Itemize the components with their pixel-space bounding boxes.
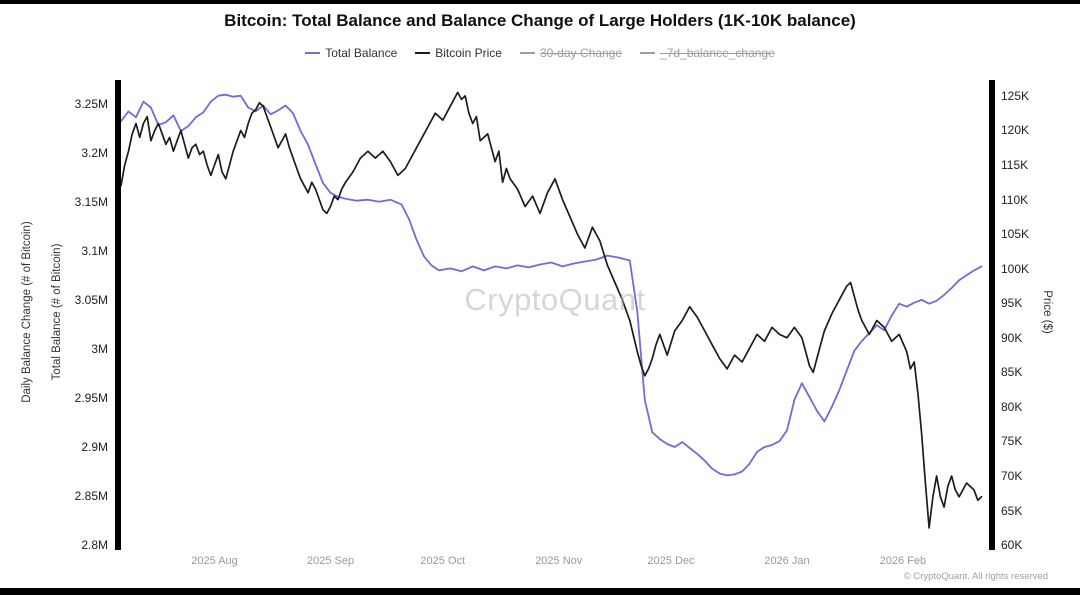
legend-swatch [519, 51, 535, 55]
legend-item-7d-balance-change[interactable]: _7d_balance_change [640, 46, 775, 60]
right-axis-ticks: 125K 120K 115K 110K 105K 100K 95K 90K 85K 80K 75K 7… [1001, 0, 1071, 595]
y-tick-label: 3.15M [74, 194, 108, 209]
y-tick-label: 125K [1001, 88, 1030, 103]
plot-area[interactable]: CryptoQuant [115, 80, 995, 550]
legend-item-30-day-change[interactable]: 30-day Change [519, 46, 623, 60]
y-tick-label: 2.85M [74, 489, 108, 504]
chart-title: Bitcoin: Total Balance and Balance Chang… [224, 11, 856, 30]
x-tick-label: 2026 Jan [764, 555, 810, 567]
x-tick-label: 2025 Sep [306, 555, 355, 567]
bottom-border [0, 588, 1080, 595]
y-tick-label: 70K [1001, 469, 1023, 484]
y-tick-label: 60K [1001, 538, 1023, 553]
y-tick-label: 2.8M [81, 538, 108, 553]
left-axis-spine [115, 80, 121, 550]
legend-swatch [415, 51, 431, 55]
legend-item-bitcoin-price[interactable]: Bitcoin Price [415, 46, 502, 60]
x-tick-label: 2026 Feb [879, 555, 927, 567]
y-tick-label: 85K [1001, 365, 1023, 380]
y-tick-label: 75K [1001, 434, 1023, 449]
y-tick-label: 3M [91, 341, 108, 356]
legend-label: _7d_balance_change [660, 46, 775, 60]
y-tick-label: 3.25M [74, 96, 108, 111]
y-tick-label: 115K [1001, 158, 1029, 172]
series-line-total-balance [121, 95, 982, 476]
y-tick-label: 105K [1001, 227, 1030, 242]
y-tick-label: 3.2M [81, 145, 108, 160]
y-tick-label: 2.95M [74, 390, 108, 405]
y-tick-label: 90K [1001, 330, 1023, 345]
y-tick-label: 120K [1001, 123, 1030, 138]
legend-label: 30-day Change [539, 46, 623, 60]
left-axis-ticks: 3.25M 3.2M 3.15M 3.1M 3.05M 3M 2.95M 2.9M 2.85M 2… [0, 0, 108, 595]
x-tick-label: 2025 Oct [420, 555, 466, 567]
legend-swatch [305, 51, 321, 55]
y-tick-label: 100K [1001, 261, 1030, 276]
copyright-notice: © CryptoQuant. All rights reserved [903, 571, 1048, 582]
y-tick-label: 95K [1001, 296, 1023, 311]
x-tick-label: 2025 Dec [647, 555, 695, 567]
y-tick-label: 80K [1001, 399, 1023, 414]
legend-item-total-balance[interactable]: Total Balance [305, 46, 397, 60]
legend: Total Balance Bitcoin Price 30-day Change _… [0, 46, 1080, 60]
top-border [0, 0, 1080, 4]
x-tick-label: 2025 Aug [191, 555, 238, 567]
y-tick-label: 3.1M [81, 243, 108, 258]
legend-label: Bitcoin Price [435, 46, 502, 60]
x-tick-label: 2025 Nov [535, 555, 583, 567]
legend-label: Total Balance [325, 46, 398, 60]
series-line-bitcoin-price [121, 92, 982, 528]
chart-canvas[interactable] [121, 80, 989, 550]
legend-swatch [640, 51, 656, 55]
y-tick-label: 3.05M [74, 292, 108, 307]
y-tick-label: 65K [1001, 503, 1023, 518]
right-axis-spine [989, 80, 995, 550]
y-tick-label: 110K [1001, 192, 1029, 207]
y-tick-label: 2.9M [81, 439, 108, 454]
